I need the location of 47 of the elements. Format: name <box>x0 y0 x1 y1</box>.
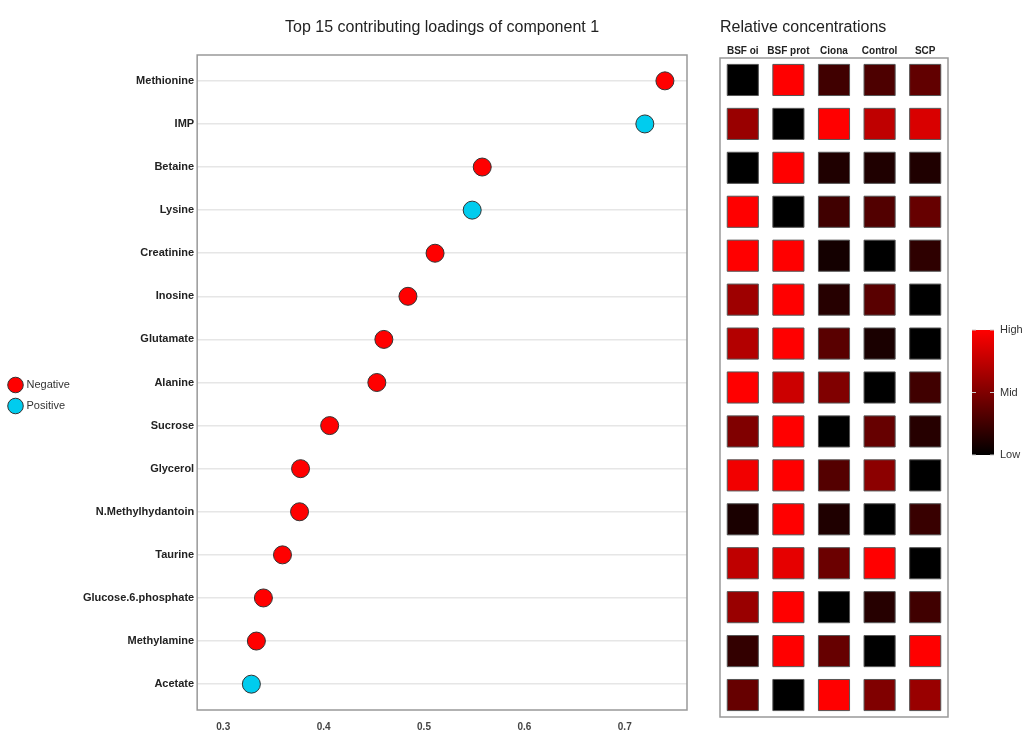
x-tick-label: 0.7 <box>617 720 633 732</box>
x-tick-label: 0.6 <box>517 720 532 732</box>
point <box>246 631 266 651</box>
y-tick-label: Sucrose <box>150 418 195 431</box>
y-tick-label: Creatinine <box>140 246 195 259</box>
x-tick-label: 0.3 <box>216 720 231 732</box>
point <box>253 588 273 608</box>
point <box>398 286 418 306</box>
y-tick-label: IMP <box>174 116 195 129</box>
point <box>367 373 387 392</box>
point <box>291 459 311 479</box>
y-tick-label: Methylamine <box>127 634 195 647</box>
y-tick-label: Glucose.6.phosphate <box>82 590 195 603</box>
x-tick-label: Control <box>861 44 898 56</box>
legend-label: Negative <box>26 378 70 391</box>
y-tick-label: N.Methylhydantoin <box>95 504 195 517</box>
y-tick-label: Glycerol <box>150 461 195 474</box>
point <box>320 416 340 436</box>
x-tick-label: 0.4 <box>316 720 332 732</box>
y-tick-label: Alanine <box>154 375 195 388</box>
chart-title: Top 15 contributing loadings of component 1 <box>285 18 600 35</box>
color-bar-label: Mid <box>1000 385 1018 398</box>
y-tick-label: Acetate <box>154 677 195 690</box>
chart-title: Relative concentrations <box>720 18 887 35</box>
point <box>241 674 261 694</box>
x-tick-label: Ciona <box>820 44 849 56</box>
y-tick-label: Inosine <box>155 289 195 302</box>
point <box>462 200 482 220</box>
point <box>272 545 292 565</box>
point <box>655 71 675 91</box>
x-tick-label: BSF oi <box>726 44 759 56</box>
point <box>472 157 492 177</box>
x-tick-label: SCP <box>914 44 936 56</box>
point <box>425 243 445 263</box>
point <box>290 502 310 522</box>
y-tick-label: Betaine <box>154 160 195 173</box>
y-tick-label: Lysine <box>159 203 195 216</box>
color-bar-label: Low <box>1000 448 1021 461</box>
y-tick-label: Methionine <box>136 73 195 86</box>
color-bar-label: High <box>1000 323 1023 336</box>
x-tick-label: BSF prot <box>767 44 811 56</box>
point <box>635 114 655 134</box>
legend-label: Positive <box>26 399 66 412</box>
x-tick-label: 0.5 <box>417 720 432 732</box>
point <box>374 329 394 349</box>
y-tick-label: Glutamate <box>140 332 195 345</box>
y-tick-label: Taurine <box>155 547 195 560</box>
